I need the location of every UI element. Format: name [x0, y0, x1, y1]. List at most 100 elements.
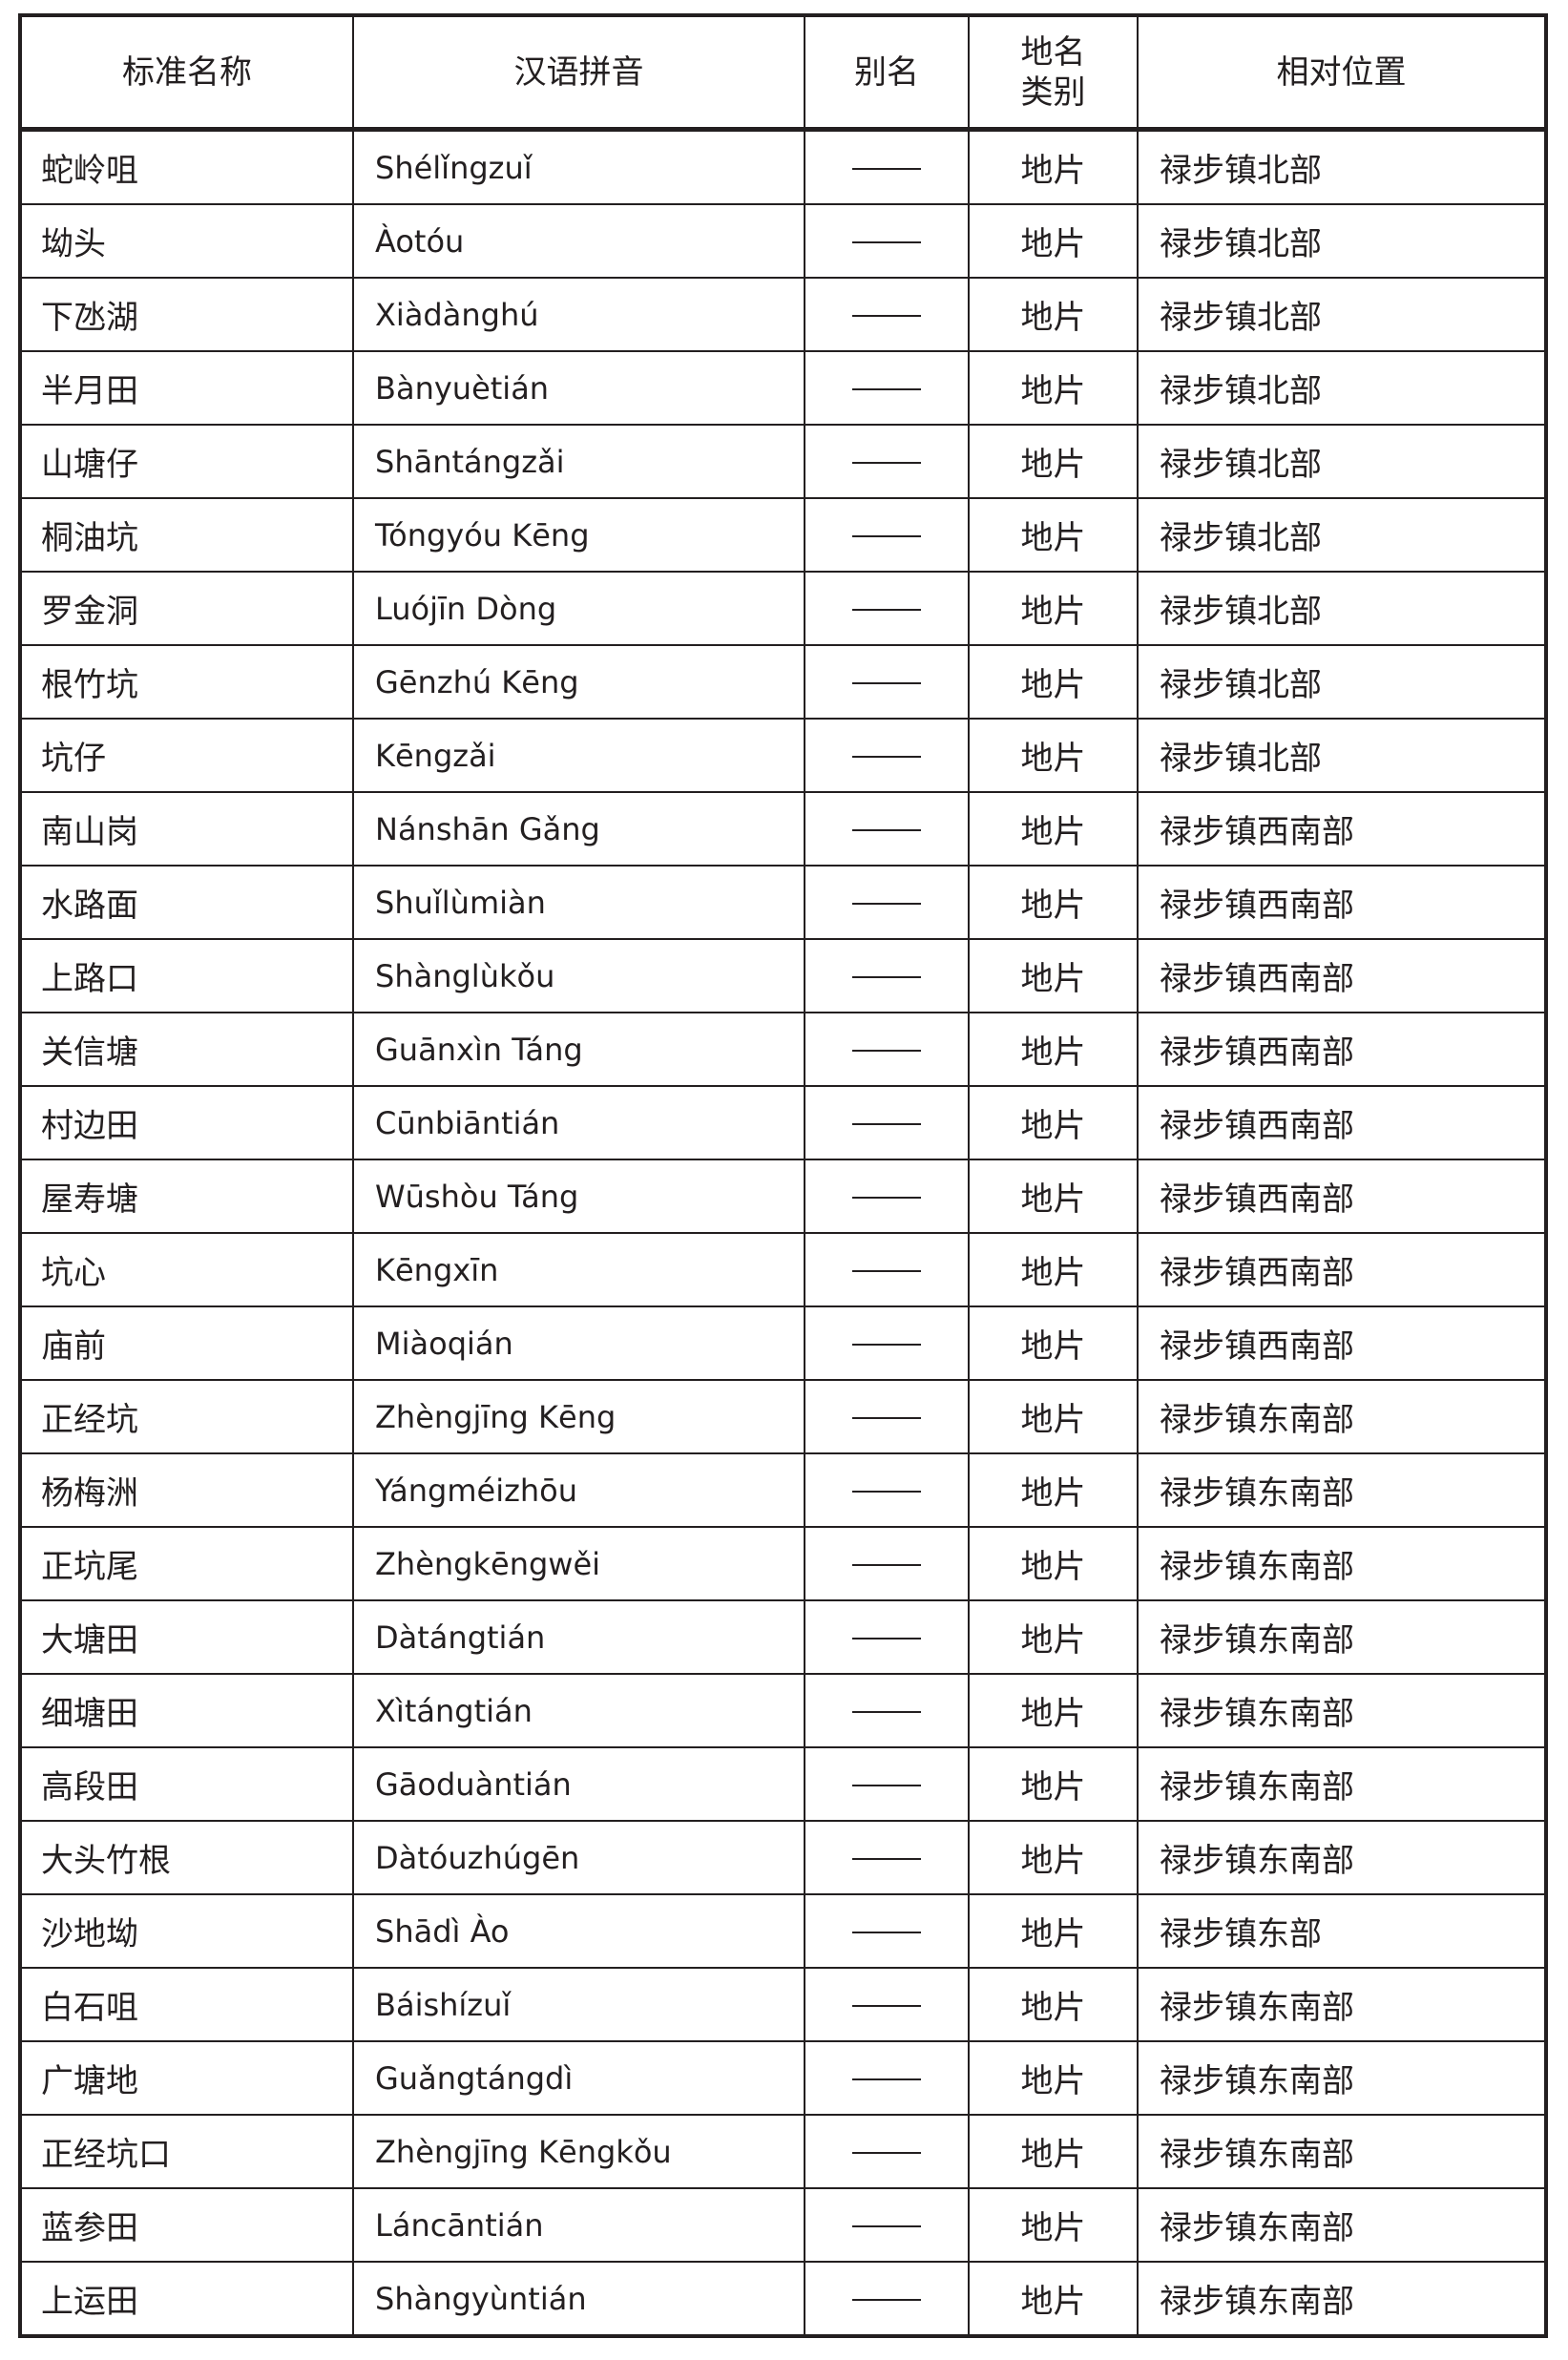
- alias-dash: [852, 1050, 921, 1052]
- table-row: 罗金洞 Luójīn Dòng 地片 禄步镇北部: [19, 571, 1547, 646]
- location-cell: 禄步镇东南部: [1137, 2114, 1547, 2189]
- alias-dash: [852, 1417, 921, 1419]
- pinyin-cell: Kēngzǎi: [352, 718, 805, 793]
- alias-dash: [852, 682, 921, 684]
- table-row: 白石咀 Báishízuǐ 地片 禄步镇东南部: [19, 1967, 1547, 2042]
- name-cell: 桐油坑: [19, 497, 354, 573]
- table-row: 高段田 Gāoduàntián 地片 禄步镇东南部: [19, 1746, 1547, 1822]
- type-cell: 地片: [968, 1379, 1139, 1454]
- alias-dash: [852, 2225, 921, 2227]
- pinyin-cell: Zhèngjīng Kēng: [352, 1379, 805, 1454]
- pinyin-cell: Shādì Ào: [352, 1893, 805, 1969]
- type-cell: 地片: [968, 938, 1139, 1013]
- alias-dash: [852, 1785, 921, 1786]
- name-cell: 山塘仔: [19, 424, 354, 499]
- alias-dash: [852, 2005, 921, 2007]
- alias-cell: [804, 1526, 970, 1601]
- alias-cell: [804, 424, 970, 499]
- alias-cell: [804, 1746, 970, 1822]
- name-cell: 屋寿塘: [19, 1159, 354, 1234]
- alias-cell: [804, 1379, 970, 1454]
- pinyin-cell: Wūshòu Táng: [352, 1159, 805, 1234]
- pinyin-cell: Kēngxīn: [352, 1232, 805, 1307]
- pinyin-cell: Shélǐngzuǐ: [352, 128, 805, 205]
- alias-cell: [804, 1305, 970, 1381]
- header-type-line2: 类别: [1020, 73, 1086, 112]
- pinyin-cell: Dàtángtián: [352, 1599, 805, 1675]
- table-row: 正经坑 Zhèngjīng Kēng 地片 禄步镇东南部: [19, 1379, 1547, 1454]
- alias-dash: [852, 2152, 921, 2154]
- alias-dash: [852, 1638, 921, 1639]
- name-cell: 村边田: [19, 1085, 354, 1160]
- location-cell: 禄步镇东南部: [1137, 1967, 1547, 2042]
- alias-cell: [804, 128, 970, 205]
- type-cell: 地片: [968, 277, 1139, 352]
- pinyin-cell: Shāntángzǎi: [352, 424, 805, 499]
- header-type: 地名 类别: [968, 14, 1139, 132]
- alias-cell: [804, 1452, 970, 1528]
- type-cell: 地片: [968, 1893, 1139, 1969]
- header-alias: 别名: [804, 14, 970, 132]
- table-row: 蓝参田 Láncāntián 地片 禄步镇东南部: [19, 2187, 1547, 2263]
- name-cell: 坑仔: [19, 718, 354, 793]
- name-cell: 沙地坳: [19, 1893, 354, 1969]
- name-cell: 正经坑: [19, 1379, 354, 1454]
- alias-dash: [852, 535, 921, 537]
- pinyin-cell: Bànyuètián: [352, 350, 805, 426]
- type-cell: 地片: [968, 1012, 1139, 1087]
- location-cell: 禄步镇东南部: [1137, 1452, 1547, 1528]
- table-row: 蛇岭咀 Shélǐngzuǐ 地片 禄步镇北部: [19, 128, 1547, 205]
- place-names-table: 标准名称 汉语拼音 别名 地名 类别 相对位置 蛇岭咀 Shélǐngzuǐ 地片 禄步…: [18, 13, 1548, 2338]
- location-cell: 禄步镇北部: [1137, 424, 1547, 499]
- pinyin-cell: Luójīn Dòng: [352, 571, 805, 646]
- pinyin-cell: Gāoduàntián: [352, 1746, 805, 1822]
- type-cell: 地片: [968, 128, 1139, 205]
- alias-cell: [804, 1012, 970, 1087]
- table-row: 根竹坑 Gēnzhú Kēng 地片 禄步镇北部: [19, 644, 1547, 720]
- pinyin-cell: Nánshān Gǎng: [352, 791, 805, 867]
- alias-cell: [804, 571, 970, 646]
- alias-cell: [804, 1159, 970, 1234]
- pinyin-cell: Àotóu: [352, 203, 805, 279]
- pinyin-cell: Cūnbiāntián: [352, 1085, 805, 1160]
- type-cell: 地片: [968, 791, 1139, 867]
- alias-dash: [852, 1123, 921, 1125]
- table-row: 下氹湖 Xiàdànghú 地片 禄步镇北部: [19, 277, 1547, 352]
- name-cell: 大塘田: [19, 1599, 354, 1675]
- name-cell: 大头竹根: [19, 1820, 354, 1895]
- name-cell: 杨梅洲: [19, 1452, 354, 1528]
- table-row: 正坑尾 Zhèngkēngwěi 地片 禄步镇东南部: [19, 1526, 1547, 1601]
- type-cell: 地片: [968, 644, 1139, 720]
- alias-dash: [852, 2299, 921, 2301]
- type-cell: 地片: [968, 2187, 1139, 2263]
- location-cell: 禄步镇北部: [1137, 571, 1547, 646]
- table-row: 水路面 Shuǐlùmiàn 地片 禄步镇西南部: [19, 865, 1547, 940]
- alias-cell: [804, 2040, 970, 2116]
- type-cell: 地片: [968, 424, 1139, 499]
- name-cell: 正经坑口: [19, 2114, 354, 2189]
- pinyin-cell: Zhèngkēngwěi: [352, 1526, 805, 1601]
- header-type-line1: 地名: [1020, 32, 1086, 72]
- alias-cell: [804, 2187, 970, 2263]
- name-cell: 上运田: [19, 2261, 354, 2337]
- location-cell: 禄步镇北部: [1137, 497, 1547, 573]
- type-cell: 地片: [968, 571, 1139, 646]
- location-cell: 禄步镇东部: [1137, 1893, 1547, 1969]
- table-row: 关信塘 Guānxìn Táng 地片 禄步镇西南部: [19, 1012, 1547, 1087]
- location-cell: 禄步镇东南部: [1137, 2040, 1547, 2116]
- alias-dash: [852, 1197, 921, 1199]
- table-row: 沙地坳 Shādì Ào 地片 禄步镇东部: [19, 1893, 1547, 1969]
- type-cell: 地片: [968, 1085, 1139, 1160]
- alias-cell: [804, 1085, 970, 1160]
- alias-dash: [852, 241, 921, 243]
- table-row: 广塘地 Guǎngtángdì 地片 禄步镇东南部: [19, 2040, 1547, 2116]
- alias-cell: [804, 938, 970, 1013]
- name-cell: 南山岗: [19, 791, 354, 867]
- name-cell: 关信塘: [19, 1012, 354, 1087]
- location-cell: 禄步镇西南部: [1137, 1232, 1547, 1307]
- name-cell: 坳头: [19, 203, 354, 279]
- location-cell: 禄步镇东南部: [1137, 1820, 1547, 1895]
- pinyin-cell: Xiàdànghú: [352, 277, 805, 352]
- location-cell: 禄步镇西南部: [1137, 1159, 1547, 1234]
- location-cell: 禄步镇东南部: [1137, 1746, 1547, 1822]
